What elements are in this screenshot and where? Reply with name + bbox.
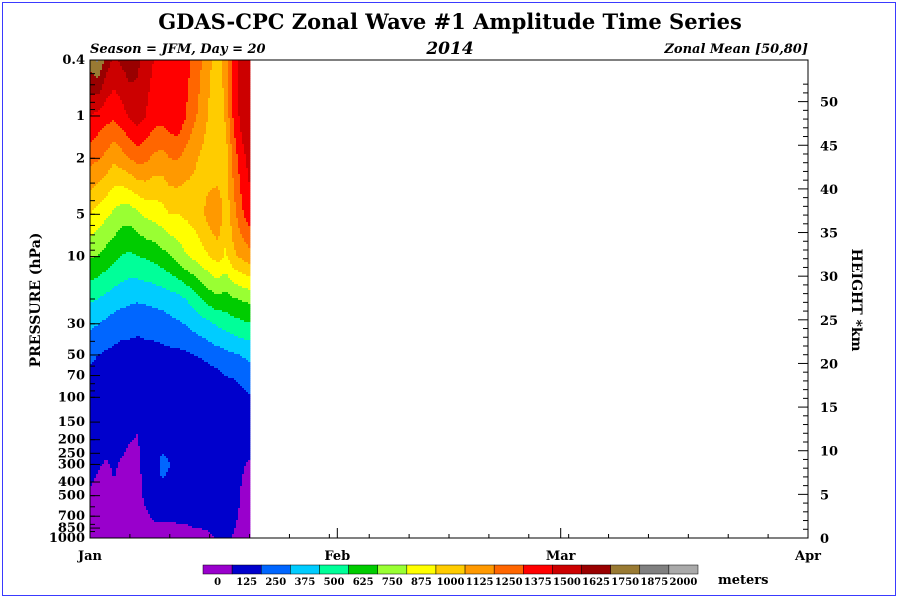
chart-title: GDAS-CPC Zonal Wave #1 Amplitude Time Se… [158,9,742,34]
pressure-axis-label: PRESSURE (hPa) [28,233,44,368]
zonal-mean-label: Zonal Mean [50,80] [663,42,808,57]
year-label: 2014 [425,39,473,59]
contour-field [90,60,250,538]
height-axis-label: HEIGHT *km [848,249,864,352]
season-day-label: Season = JFM, Day = 20 [90,42,266,57]
